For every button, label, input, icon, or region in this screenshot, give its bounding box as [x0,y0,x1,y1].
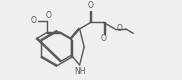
Text: O: O [88,1,94,10]
Text: NH: NH [74,67,86,76]
Text: O: O [116,24,122,33]
Text: O: O [45,11,51,20]
Text: O: O [31,16,37,25]
Text: O: O [101,34,106,44]
